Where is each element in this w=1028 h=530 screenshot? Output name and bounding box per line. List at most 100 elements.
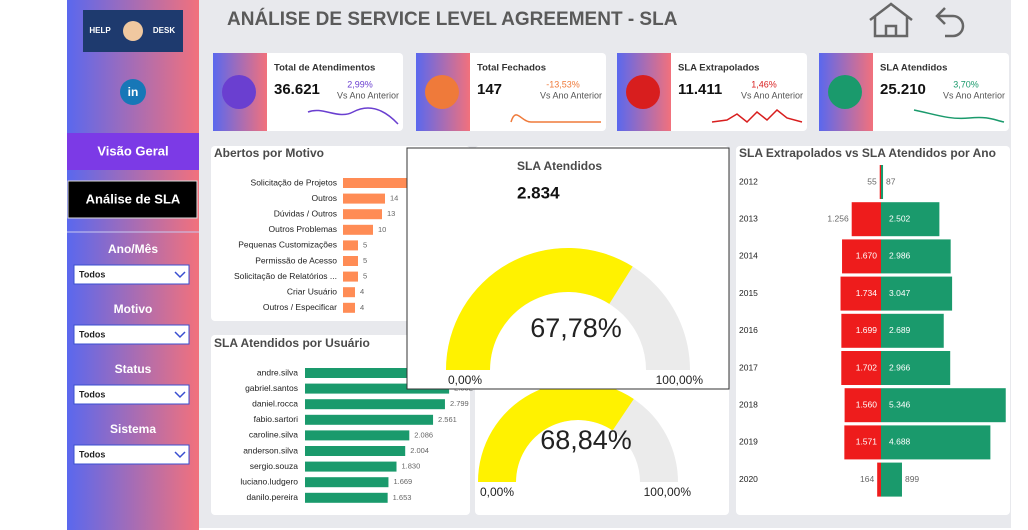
filter-label: Motivo bbox=[114, 302, 153, 316]
dropdown[interactable] bbox=[73, 444, 190, 465]
kpi-icon bbox=[626, 75, 660, 109]
logo-text: HELP bbox=[89, 26, 111, 35]
panel bbox=[211, 335, 470, 515]
value-label: 4.688 bbox=[889, 437, 911, 447]
category-label: 2013 bbox=[739, 213, 758, 223]
bar bbox=[343, 271, 358, 282]
dropdown[interactable] bbox=[73, 324, 190, 345]
chart: 68,84% 0,00% 100,00% bbox=[478, 382, 691, 499]
value-label: 2.799 bbox=[450, 399, 469, 408]
bar bbox=[879, 165, 881, 199]
filter-label: Sistema bbox=[110, 422, 156, 436]
back-icon[interactable] bbox=[935, 7, 965, 38]
kpi-icon bbox=[222, 75, 256, 109]
bar bbox=[305, 477, 389, 488]
dropdown-value: Todos bbox=[79, 329, 105, 339]
dropdown-arrow bbox=[174, 451, 186, 459]
value-label: 1.699 bbox=[856, 325, 878, 335]
value-label: 2.004 bbox=[410, 446, 429, 455]
bar bbox=[881, 351, 951, 385]
dropdown-arrow bbox=[174, 271, 186, 279]
bar bbox=[305, 492, 388, 503]
page-title: ANÁLISE DE SERVICE LEVEL AGREEMENT - SLA bbox=[227, 8, 678, 30]
dropdown[interactable] bbox=[73, 384, 190, 405]
bar bbox=[881, 165, 884, 199]
dropdown-arrow bbox=[174, 331, 186, 339]
gauge-total: 2.834 bbox=[517, 183, 560, 202]
kpi-note: Vs Ano Anterior bbox=[337, 90, 399, 100]
gauge-value bbox=[446, 248, 633, 370]
bar bbox=[881, 313, 944, 348]
category-label: Outros / Especificar bbox=[263, 302, 337, 312]
nav-button[interactable] bbox=[67, 180, 198, 219]
value-label: 4 bbox=[360, 303, 364, 312]
value-label: 1.734 bbox=[856, 288, 878, 298]
linkedin-icon[interactable] bbox=[120, 79, 146, 105]
category-label: 2020 bbox=[739, 474, 758, 484]
kpi-note: Vs Ano Anterior bbox=[741, 90, 803, 100]
chart: SLA Atendidos por Usuárioandre.silva3.01… bbox=[214, 336, 479, 503]
dropdown[interactable] bbox=[73, 264, 190, 285]
value-label: 2.689 bbox=[889, 325, 911, 335]
bar bbox=[844, 425, 881, 460]
chart-title: SLA Atendidos por Usuário bbox=[214, 336, 370, 350]
sparkline bbox=[711, 108, 803, 124]
bar bbox=[881, 462, 902, 497]
nav-label: Visão Geral bbox=[97, 143, 168, 158]
value-label: 1.669 bbox=[393, 477, 412, 486]
nav-button[interactable] bbox=[67, 133, 199, 170]
bar bbox=[305, 430, 410, 441]
bar bbox=[877, 462, 881, 497]
category-label: luciano.ludgero bbox=[240, 476, 298, 486]
kpi-change: 1,46% bbox=[751, 79, 777, 89]
bar bbox=[343, 302, 355, 313]
kpi-value: 25.210 bbox=[880, 81, 926, 98]
category-label: 2016 bbox=[739, 325, 758, 335]
value-label: 5 bbox=[363, 240, 367, 249]
kpi-icon bbox=[425, 75, 459, 109]
value-label: 2.561 bbox=[438, 415, 457, 424]
bar bbox=[305, 399, 445, 410]
category-label: gabriel.santos bbox=[245, 383, 298, 393]
category-label: daniel.rocca bbox=[252, 398, 298, 408]
gauge-max-label: 100,00% bbox=[644, 485, 692, 499]
value-label: 1.830 bbox=[402, 462, 421, 471]
value-label: 899 bbox=[905, 474, 919, 484]
value-label: 13 bbox=[387, 209, 395, 218]
value-label: 1.571 bbox=[856, 437, 878, 447]
bar bbox=[840, 276, 881, 311]
category-label: Criar Usuário bbox=[287, 286, 337, 296]
category-label: Permissão de Acesso bbox=[255, 255, 337, 265]
category-label: sergio.souza bbox=[250, 461, 298, 471]
bar bbox=[343, 209, 382, 220]
gauge-min-label: 0,00% bbox=[480, 485, 514, 499]
kpi-value: 147 bbox=[477, 81, 502, 98]
kpi-change: 3,70% bbox=[953, 79, 979, 89]
kpi-title: Total de Atendimentos bbox=[274, 63, 375, 74]
nav-label: Análise de SLA bbox=[86, 191, 181, 206]
chart: Abertos por Motivo Solicitação de Projeto… bbox=[214, 146, 422, 313]
filter-label: Status bbox=[115, 362, 152, 376]
category-label: 2018 bbox=[739, 399, 758, 409]
gauge-min-label: 0,00% bbox=[448, 373, 482, 387]
kpi-title: Total Fechados bbox=[477, 63, 546, 74]
bar bbox=[881, 425, 991, 460]
value-label: 5 bbox=[363, 256, 367, 265]
kpi-title: SLA Atendidos bbox=[880, 63, 947, 74]
value-label: 87 bbox=[886, 176, 896, 186]
category-label: 2019 bbox=[739, 437, 758, 447]
category-label: Dúvidas / Outros bbox=[274, 208, 337, 218]
value-label: 2.502 bbox=[889, 213, 911, 223]
bar bbox=[841, 313, 881, 348]
chart-title: Abertos por Motivo bbox=[214, 146, 324, 160]
bar bbox=[343, 178, 409, 188]
value-label: 3.047 bbox=[889, 288, 911, 298]
kpi-note: Vs Ano Anterior bbox=[540, 90, 602, 100]
dropdown-arrow bbox=[174, 391, 186, 399]
bar bbox=[881, 239, 951, 274]
bar bbox=[305, 446, 406, 456]
value-label: 1.653 bbox=[393, 493, 412, 502]
home-icon[interactable] bbox=[869, 2, 913, 38]
filters: Ano/Mês Todos Motivo Todos Status Todos Sistem… bbox=[73, 242, 190, 465]
